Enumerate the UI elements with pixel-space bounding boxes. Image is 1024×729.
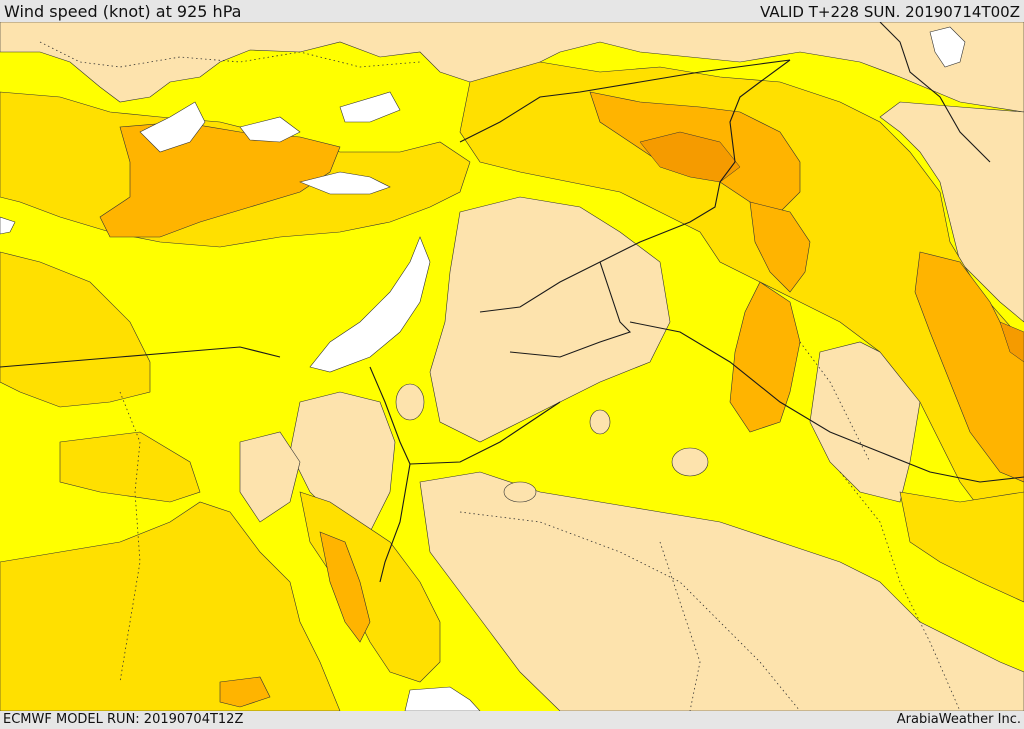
country-borders <box>0 22 1024 583</box>
valid-time: VALID T+228 SUN. 20190714T00Z <box>760 3 1020 21</box>
very-strong-wind-areas <box>639 131 1024 363</box>
footer-bar: ECMWF MODEL RUN: 20190704T12Z ArabiaWeat… <box>0 711 1024 729</box>
map-title: Wind speed (knot) at 925 hPa <box>4 2 242 21</box>
header-bar: Wind speed (knot) at 925 hPa VALID T+228… <box>0 0 1024 22</box>
province-boundaries <box>39 41 961 711</box>
wind-speed-map[interactable] <box>0 22 1024 711</box>
brand-credit: ArabiaWeather Inc. <box>896 712 1021 727</box>
model-run: ECMWF MODEL RUN: 20190704T12Z <box>3 712 244 727</box>
light-wind-areas <box>0 22 1024 711</box>
water-bodies <box>0 26 966 711</box>
